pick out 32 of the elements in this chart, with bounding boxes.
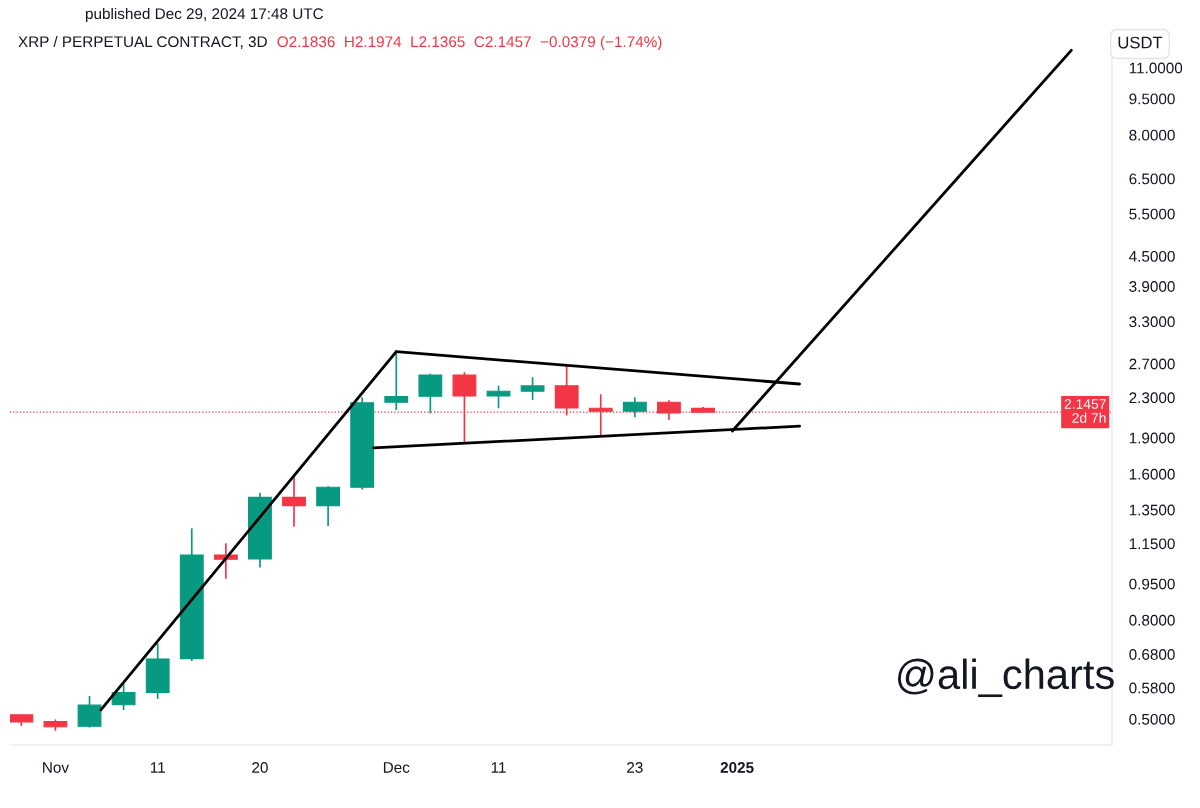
x-tick-label: 11 (150, 762, 165, 773)
y-tick-label: 11.0000 (1129, 62, 1183, 74)
y-tick-label: 9.5000 (1129, 93, 1175, 105)
text: published Dec 29, 2024 17:48 UTC (85, 7, 324, 23)
y-tick-label: 1.1500 (1129, 538, 1175, 550)
y-tick-label: 1.6000 (1129, 468, 1175, 480)
annotation: @ali_charts (897, 658, 1114, 698)
y-tick-label: 0.6800 (1129, 649, 1175, 660)
y-tick-label: 5.5000 (1129, 208, 1175, 220)
y-tick-label: 8.0000 (1129, 129, 1175, 141)
y-tick-label: 1.9000 (1129, 432, 1175, 444)
y-tick-label: 1.3500 (1129, 504, 1175, 516)
x-tick-label: 20 (252, 762, 268, 773)
x-tick-label: 11 (491, 762, 506, 773)
y-tick-label: 2.7000 (1129, 358, 1175, 370)
x-tick-label: Dec (383, 762, 410, 773)
y-tick-label: 0.8000 (1129, 614, 1175, 626)
y-tick-label: 0.9500 (1129, 578, 1175, 590)
y-tick-label: 3.3000 (1129, 316, 1175, 328)
y-tick-label: 0.5800 (1129, 682, 1175, 694)
y-axis-title: USDT (1118, 36, 1163, 49)
chart-title: XRP / PERPETUAL CONTRACT, 3D (18, 35, 267, 49)
y-tick-label: 6.5000 (1129, 173, 1175, 185)
x-tick-label: 23 (627, 762, 643, 773)
x-tick-label: 2025 (720, 762, 754, 773)
ref-line-label: 2.1457 2d 7h (1064, 399, 1106, 423)
x-tick-label: Nov (43, 762, 69, 773)
y-tick-label: 3.9000 (1129, 281, 1175, 292)
y-tick-label: 0.5000 (1129, 713, 1175, 725)
chart-subtitle: O2.1836 H2.1974 L2.1365 C2.1457 −0.0379 (−1.74%) (277, 35, 662, 51)
y-tick-label: 2.3000 (1129, 392, 1175, 404)
y-tick-label: 4.5000 (1129, 250, 1175, 262)
